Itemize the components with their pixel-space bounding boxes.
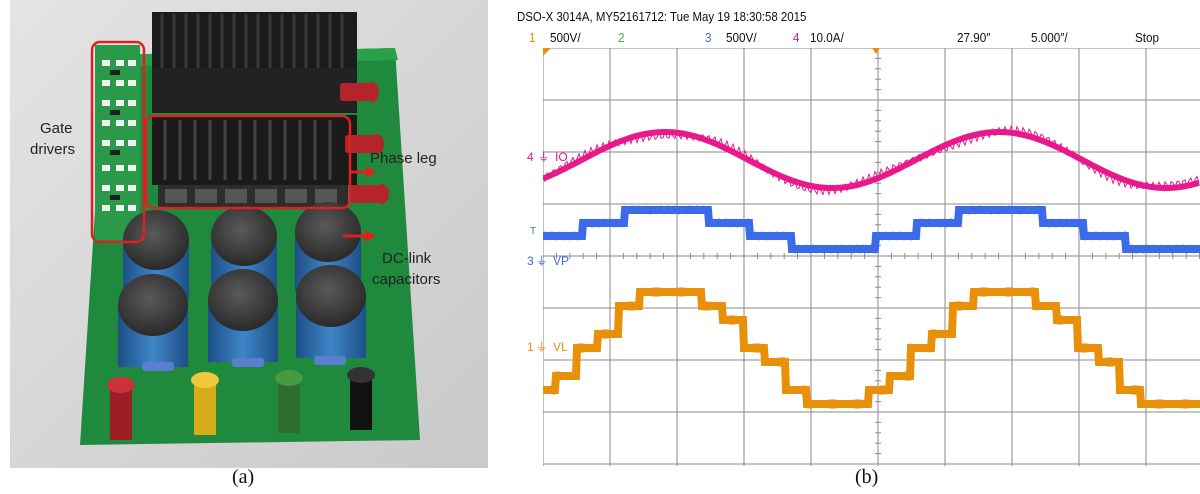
vp-channel-marker: 3 ⏚ VP	[527, 252, 569, 269]
gate-driver-strip	[95, 45, 140, 240]
vl-marker-number: 1	[527, 340, 534, 354]
gate-drivers-label-line2: drivers	[30, 141, 76, 158]
vl-channel-name: VL	[553, 340, 568, 354]
ch3-scale: 500V/	[726, 30, 757, 45]
trace-io	[543, 129, 1200, 191]
inverter-photo: Gate drivers Phase leg DC-link capacitor…	[10, 0, 488, 468]
io-marker-number: 4	[527, 150, 534, 164]
ch4-scale: 10.0A/	[810, 30, 844, 45]
trigger-marker-center	[872, 48, 880, 54]
ch1-number: 1	[529, 30, 536, 45]
caption-b: (b)	[855, 466, 879, 488]
vp-marker-number: 3	[527, 254, 534, 268]
scope-grid-and-traces	[543, 48, 1200, 466]
dc-link-capacitors	[118, 202, 366, 367]
time-scale: 5.000″/	[1031, 30, 1068, 45]
trace-vl-noise	[543, 286, 1200, 410]
ch2-number: 2	[618, 30, 625, 45]
caption-a: (a)	[232, 466, 255, 488]
phase-leg-label: Phase leg	[370, 150, 437, 167]
ch1-scale: 500V/	[550, 30, 581, 45]
vl-channel-marker: 1 ⏚ VL	[527, 338, 568, 355]
dc-link-arrow	[343, 230, 376, 242]
scope-header: DSO-X 3014A, MY52161712: Tue May 19 18:3…	[517, 6, 1200, 48]
run-status: Stop	[1135, 30, 1160, 45]
scope-title: DSO-X 3014A, MY52161712: Tue May 19 18:3…	[517, 9, 807, 24]
vl-ground-icon: ⏚	[535, 340, 548, 354]
vp-trigger-marker: T	[530, 226, 537, 237]
gate-drivers-label-line1: Gate	[40, 120, 73, 137]
vp-ground-icon: ⏚	[535, 254, 548, 268]
inverter-photo-drawing	[10, 0, 488, 468]
vp-channel-name: VP	[553, 254, 570, 268]
trace-io-noise	[543, 124, 1200, 196]
heatsink-stack	[152, 12, 357, 207]
phase-leg-arrow	[350, 166, 376, 178]
trace-vp-noise	[543, 205, 1200, 254]
input-terminals	[107, 367, 375, 440]
trigger-marker-left	[543, 48, 551, 56]
dc-link-label-line1: DC-link	[382, 250, 432, 267]
phase-leg-callout-box	[144, 114, 352, 210]
io-channel-name: IO	[555, 150, 568, 164]
time-offset: 27.90″	[957, 30, 991, 45]
io-ground-icon: ⏚	[537, 150, 550, 164]
io-channel-marker: 4 ⏚ IO	[527, 148, 568, 165]
ch3-number: 3	[705, 30, 712, 45]
trace-vp	[543, 206, 1200, 253]
gate-drivers-callout-box	[90, 40, 146, 244]
ch4-number: 4	[793, 30, 800, 45]
output-connectors	[340, 82, 389, 204]
trace-vl	[543, 288, 1200, 408]
scope-screen	[543, 48, 1200, 466]
dc-link-label-line2: capacitors	[372, 271, 441, 288]
